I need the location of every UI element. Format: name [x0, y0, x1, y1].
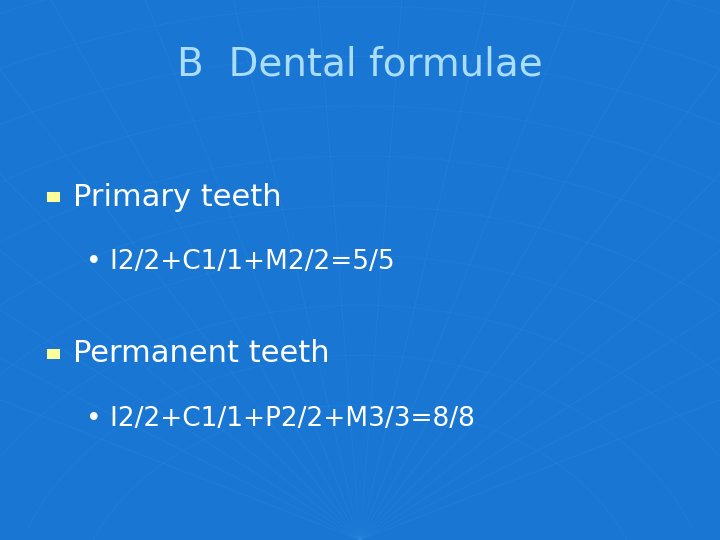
Text: Permanent teeth: Permanent teeth: [73, 339, 329, 368]
Bar: [47, 349, 60, 359]
Text: • I2/2+C1/1+M2/2=5/5: • I2/2+C1/1+M2/2=5/5: [86, 249, 395, 275]
Text: • I2/2+C1/1+P2/2+M3/3=8/8: • I2/2+C1/1+P2/2+M3/3=8/8: [86, 406, 475, 431]
Text: B  Dental formulae: B Dental formulae: [177, 46, 543, 84]
Text: Primary teeth: Primary teeth: [73, 183, 282, 212]
Bar: [47, 192, 60, 202]
